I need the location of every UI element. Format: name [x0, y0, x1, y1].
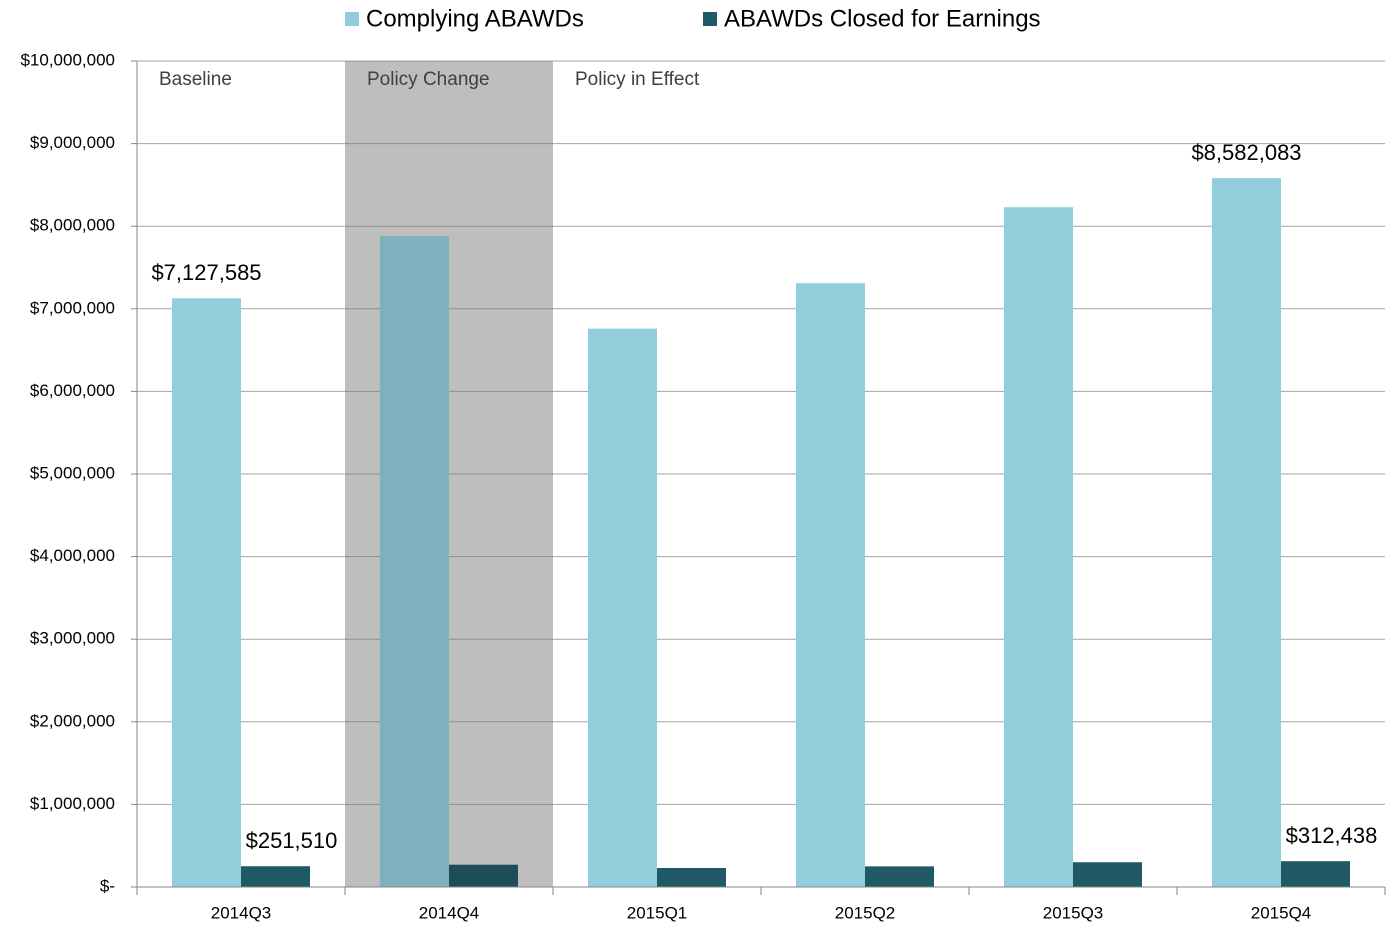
- y-tick-label: $4,000,000: [30, 546, 115, 565]
- bar: [588, 328, 657, 887]
- y-tick-label: $1,000,000: [30, 794, 115, 813]
- bar: [796, 283, 865, 888]
- x-tick-label: 2015Q1: [627, 903, 688, 922]
- y-tick-label: $8,000,000: [30, 216, 115, 235]
- legend-swatch: [345, 12, 359, 26]
- x-tick-label: 2014Q4: [419, 903, 480, 922]
- data-label: $8,582,083: [1191, 140, 1301, 165]
- data-label: $251,510: [246, 828, 338, 853]
- legend-label: ABAWDs Closed for Earnings: [724, 5, 1041, 32]
- legend-swatch: [703, 12, 717, 26]
- bar: [657, 868, 726, 887]
- data-label: $7,127,585: [151, 260, 261, 285]
- bar: [865, 866, 934, 887]
- y-tick-label: $7,000,000: [30, 298, 115, 317]
- x-tick-label: 2015Q4: [1251, 903, 1312, 922]
- x-tick-label: 2014Q3: [211, 903, 272, 922]
- shaded-overlay: [345, 61, 553, 887]
- region-label: Baseline: [159, 69, 232, 90]
- region-label: Policy in Effect: [575, 69, 700, 90]
- bar: [1073, 862, 1142, 887]
- y-tick-label: $9,000,000: [30, 133, 115, 152]
- bar: [241, 866, 310, 887]
- region-label: Policy Change: [367, 69, 490, 90]
- bar: [1004, 207, 1073, 887]
- y-tick-label: $-: [100, 876, 115, 895]
- legend-label: Complying ABAWDs: [366, 5, 584, 32]
- y-tick-label: $3,000,000: [30, 629, 115, 648]
- x-tick-label: 2015Q3: [1043, 903, 1104, 922]
- bar: [172, 298, 241, 887]
- bar: [1212, 178, 1281, 888]
- y-tick-label: $5,000,000: [30, 463, 115, 482]
- bar: [1281, 861, 1350, 887]
- y-tick-label: $6,000,000: [30, 381, 115, 400]
- y-tick-label: $10,000,000: [20, 50, 115, 69]
- x-tick-label: 2015Q2: [835, 903, 896, 922]
- y-tick-label: $2,000,000: [30, 711, 115, 730]
- data-label: $312,438: [1286, 823, 1378, 848]
